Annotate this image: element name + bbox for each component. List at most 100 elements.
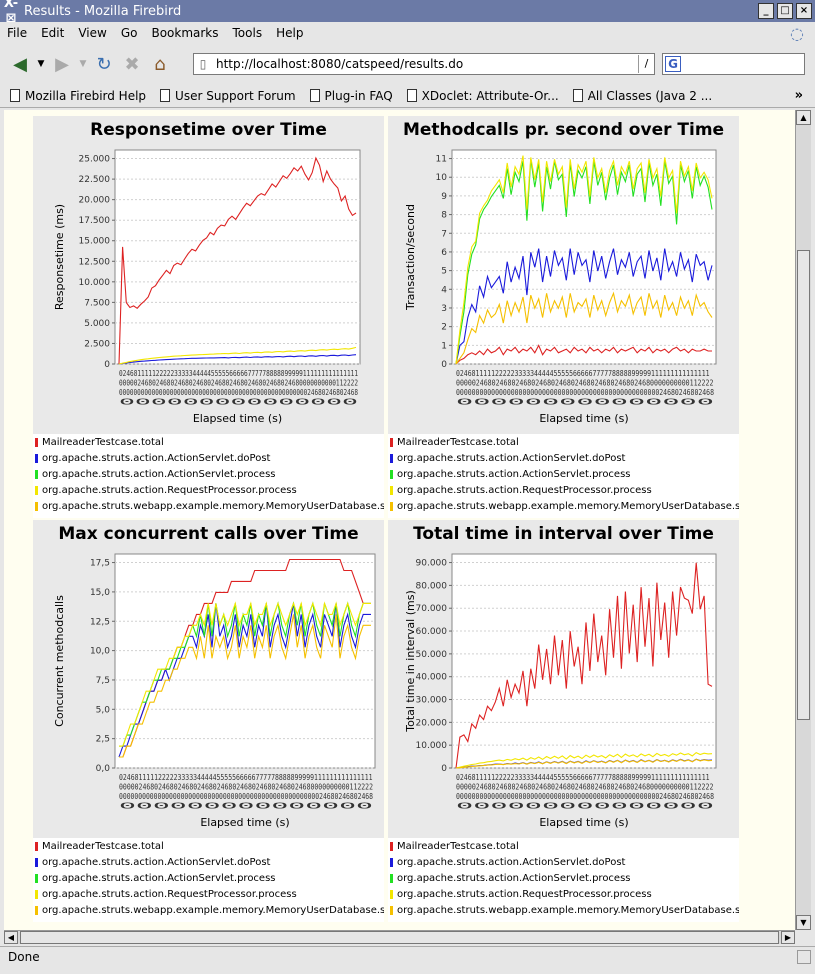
legend-item: MailreaderTestcase.total — [33, 434, 384, 450]
legend-label: org.apache.struts.action.RequestProcesso… — [42, 888, 297, 900]
legend-item: MailreaderTestcase.total — [388, 434, 739, 450]
search-input[interactable]: G — [662, 53, 805, 75]
legend-swatch — [390, 841, 393, 851]
scroll-thumb[interactable] — [797, 250, 810, 720]
series-line — [455, 248, 713, 365]
x-tick-label: 0000000000000000000000000000000000000000… — [456, 387, 714, 397]
y-tick-label: 10.000 — [79, 278, 111, 288]
horizontal-scrollbar[interactable]: ◀ ▶ — [4, 930, 795, 944]
y-tick-label: 7 — [441, 229, 447, 239]
scroll-thumb[interactable] — [20, 931, 779, 944]
chart-legend: MailreaderTestcase.total org.apache.strut… — [388, 434, 739, 518]
y-tick-label: 4 — [441, 285, 447, 295]
plot-area — [451, 149, 717, 365]
y-tick-label: 11 — [436, 155, 447, 165]
legend-swatch — [390, 889, 393, 899]
menu-view[interactable]: View — [78, 26, 107, 40]
back-dropdown-icon[interactable]: ▼ — [37, 59, 45, 69]
bookmark-item[interactable]: Plug-in FAQ — [309, 89, 393, 103]
forward-dropdown-icon[interactable]: ▼ — [79, 59, 87, 69]
y-tick-label: 6 — [441, 248, 447, 258]
series-line — [455, 159, 713, 365]
legend-swatch — [390, 857, 393, 867]
y-tick-label: 40.000 — [416, 673, 448, 683]
menu-file[interactable]: File — [7, 26, 28, 40]
x-tick-label: 000000000000000 — [119, 397, 358, 407]
y-tick-label: 30.000 — [416, 696, 448, 706]
y-tick-label: 5,0 — [96, 705, 111, 715]
legend-swatch — [35, 873, 38, 883]
legend-swatch — [390, 437, 393, 447]
bookmark-page-icon — [160, 89, 171, 102]
menu-tools[interactable]: Tools — [232, 26, 263, 40]
y-tick-label: 7.500 — [84, 298, 110, 308]
y-tick-label: 70.000 — [416, 604, 448, 614]
chart-legend: MailreaderTestcase.total org.apache.strut… — [33, 838, 384, 922]
stop-icon[interactable]: ✖ — [124, 53, 140, 75]
series-line — [119, 614, 371, 758]
vertical-scrollbar[interactable]: ▲ ▼ — [795, 110, 811, 930]
legend-item: org.apache.struts.action.ActionServlet.d… — [388, 854, 739, 870]
maximize-icon[interactable]: □ — [777, 3, 793, 19]
y-tick-label: 15.000 — [79, 237, 111, 247]
bookmark-item[interactable]: All Classes (Java 2 ... — [572, 88, 713, 103]
menu-help[interactable]: Help — [276, 26, 304, 40]
x-axis-label: Elapsed time (s) — [539, 816, 628, 829]
y-tick-label: 12,5 — [90, 617, 110, 627]
x-tick-label: 0246811111222223333344444555556666677777… — [119, 368, 358, 378]
legend-label: org.apache.struts.action.RequestProcesso… — [397, 484, 652, 496]
x-tick-label: 0000024680246802468024680246802468024680… — [456, 782, 713, 792]
url-bar[interactable]: ▯ http://localhost:8080/catspeed/results… — [193, 53, 655, 75]
x-tick-label: 0000000000000000000000000000000000000000… — [456, 791, 714, 801]
bookmarks-overflow-icon[interactable]: » — [794, 88, 803, 103]
bookmark-page-icon — [309, 89, 320, 102]
scroll-down-icon[interactable]: ▼ — [796, 915, 811, 930]
series-line — [119, 601, 371, 747]
legend-label: org.apache.struts.action.ActionServlet.d… — [397, 452, 626, 464]
page-icon: ▯ — [199, 57, 207, 71]
legend-item: org.apache.struts.action.ActionServlet.p… — [33, 870, 384, 886]
forward-icon[interactable]: ▶ — [55, 53, 69, 75]
legend-swatch — [35, 485, 38, 495]
close-icon[interactable]: × — [796, 3, 812, 19]
chart-total-time: 0 10.000 20.000 30.000 40.000 50.000 60.000 70.… — [388, 520, 739, 922]
bookmark-item[interactable]: XDoclet: Attribute-Or... — [406, 89, 559, 103]
series-line — [118, 156, 357, 365]
legend-item: org.apache.struts.webapp.example.memory.… — [33, 498, 384, 514]
menu-go[interactable]: Go — [120, 26, 138, 40]
legend-item: org.apache.struts.webapp.example.memory.… — [388, 498, 739, 514]
home-icon[interactable]: ⌂ — [154, 53, 166, 75]
reload-icon[interactable]: ↻ — [96, 53, 112, 75]
bookmark-label: All Classes (Java 2 ... — [587, 88, 713, 103]
window-menu-icon[interactable]: X-⊠ — [3, 0, 19, 26]
throbber-icon[interactable]: ◌ — [790, 24, 804, 43]
bookmark-item[interactable]: Mozilla Firebird Help — [10, 89, 146, 103]
scroll-right-icon[interactable]: ▶ — [781, 931, 795, 944]
y-tick-label: 25.000 — [79, 155, 111, 165]
series-line — [118, 603, 371, 758]
bookmarks-toolbar: Mozilla Firebird Help User Support Forum… — [0, 84, 815, 108]
legend-swatch — [390, 453, 393, 463]
window-title: Results - Mozilla Firebird — [24, 3, 182, 19]
menu-bookmarks[interactable]: Bookmarks — [151, 26, 219, 40]
x-tick-label: 0000024680246802468024680246802468024680… — [119, 378, 358, 388]
x-tick-label: 000000000000000 — [119, 801, 373, 811]
navigation-toolbar: ◀ ▼ ▶ ▼ ↻ ✖ ⌂ — [0, 46, 815, 82]
back-icon[interactable]: ◀ — [13, 53, 27, 75]
menu-edit[interactable]: Edit — [41, 26, 65, 40]
x-axis-label: Elapsed time (s) — [200, 816, 289, 829]
y-axis-label: Responsetime (ms) — [53, 204, 66, 310]
scroll-left-icon[interactable]: ◀ — [4, 931, 18, 944]
chart-title: Total time in interval over Time — [413, 524, 714, 544]
bookmark-item[interactable]: User Support Forum — [160, 89, 296, 103]
scroll-up-icon[interactable]: ▲ — [796, 110, 811, 125]
search-engine-icon[interactable]: G — [665, 56, 681, 72]
legend-swatch — [35, 469, 38, 479]
url-history-dropdown-icon[interactable]: / — [638, 55, 654, 73]
legend-swatch — [35, 889, 38, 899]
legend-swatch — [390, 501, 393, 511]
minimize-icon[interactable]: _ — [758, 3, 774, 19]
url-text[interactable]: http://localhost:8080/catspeed/results.d… — [216, 57, 464, 71]
y-tick-label: 10.000 — [416, 741, 448, 751]
status-bar: Done — [0, 946, 815, 966]
